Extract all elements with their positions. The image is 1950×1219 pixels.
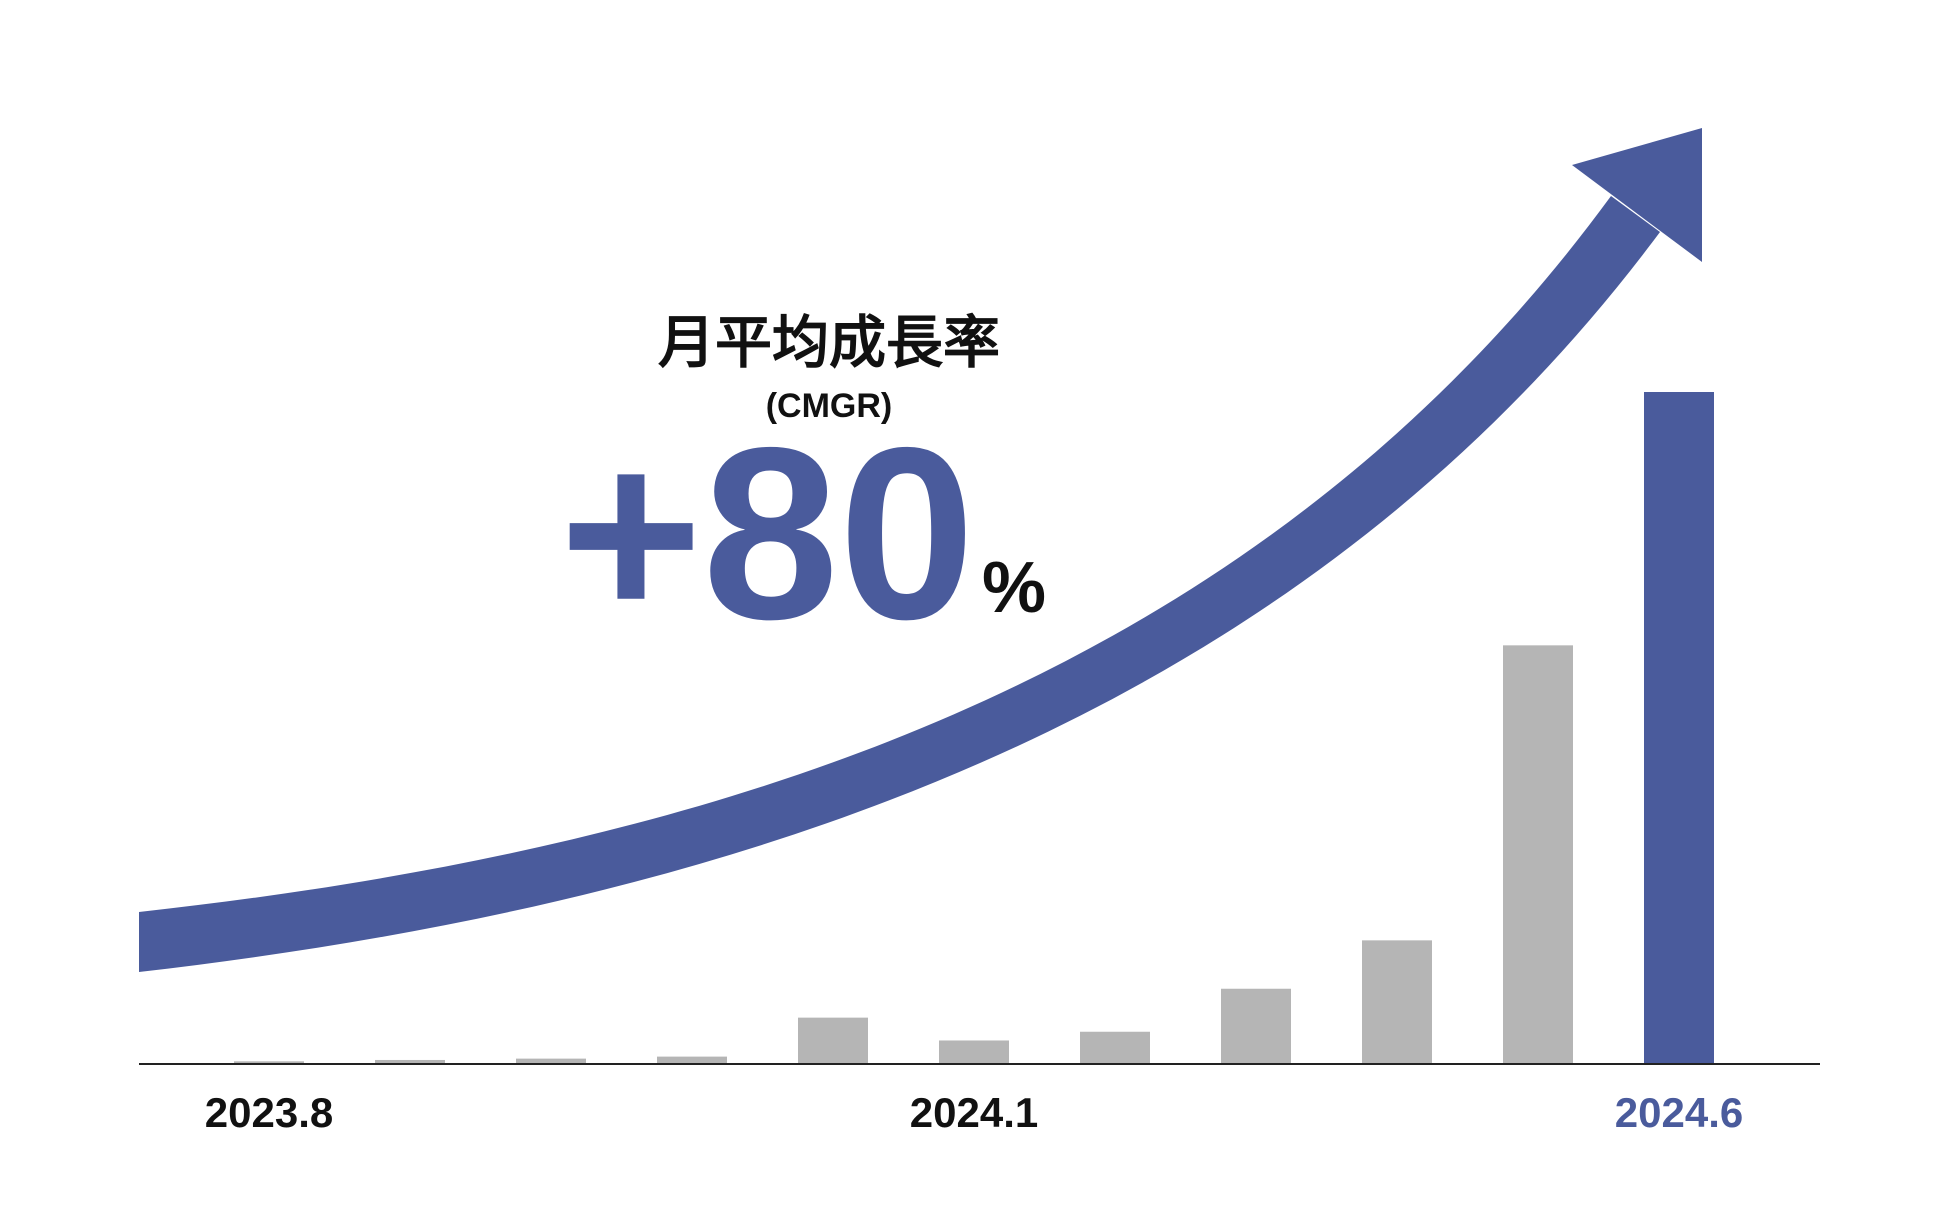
x-tick-label: 2023.8 [205, 1089, 333, 1136]
x-tick-label: 2024.1 [910, 1089, 1038, 1136]
chart-subtitle: (CMGR) [766, 387, 893, 425]
bar [1644, 392, 1714, 1064]
bar [516, 1058, 586, 1064]
bar [798, 1017, 868, 1064]
bar [375, 1059, 445, 1064]
bar [1221, 988, 1291, 1064]
bar [1362, 940, 1432, 1064]
bar [939, 1040, 1009, 1064]
bar [1080, 1031, 1150, 1064]
x-tick-label: 2024.6 [1615, 1089, 1743, 1136]
bar [1503, 645, 1573, 1064]
bar [234, 1061, 304, 1064]
bar [657, 1056, 727, 1064]
headline-value: +80 [559, 396, 975, 670]
chart-title: 月平均成長率 [658, 311, 1000, 375]
growth-arrow-body [139, 196, 1660, 972]
headline-unit: % [982, 548, 1046, 628]
growth-arrow-head [1572, 128, 1702, 262]
